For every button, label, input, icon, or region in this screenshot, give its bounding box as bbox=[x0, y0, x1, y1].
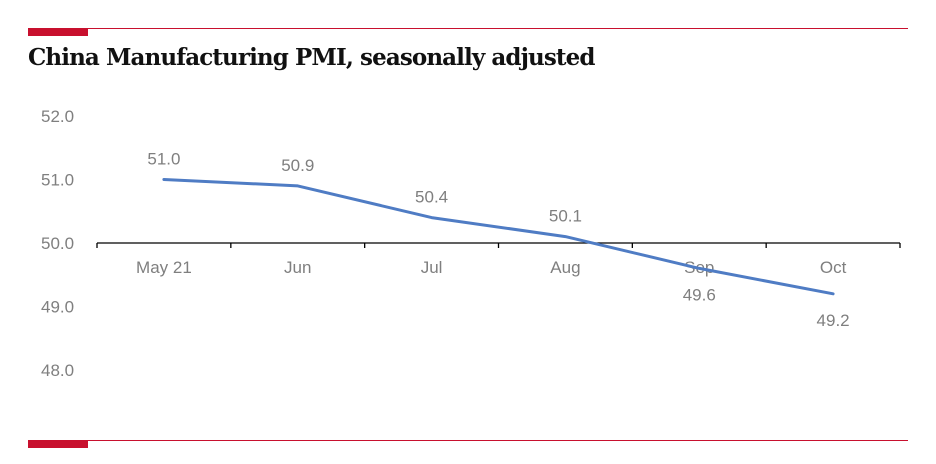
x-tick-label: Jul bbox=[421, 258, 443, 277]
series-line bbox=[162, 178, 835, 296]
data-label: 50.4 bbox=[415, 188, 448, 207]
y-tick-label: 52.0 bbox=[41, 107, 74, 126]
data-label: 49.2 bbox=[817, 311, 850, 330]
top-accent-bar bbox=[28, 28, 88, 36]
chart-title: China Manufacturing PMI, seasonally adju… bbox=[28, 44, 595, 71]
x-tick-label: Aug bbox=[550, 258, 580, 277]
y-tick-label: 48.0 bbox=[41, 361, 74, 380]
y-tick-label: 51.0 bbox=[41, 171, 74, 190]
y-tick-label: 49.0 bbox=[41, 298, 74, 317]
data-label: 50.9 bbox=[281, 156, 314, 175]
data-label: 51.0 bbox=[147, 150, 180, 169]
top-rule bbox=[28, 28, 908, 29]
data-label: 49.6 bbox=[683, 285, 716, 304]
x-tick-label: Jun bbox=[284, 258, 311, 277]
y-tick-label: 50.0 bbox=[41, 234, 74, 253]
x-tick-label: Oct bbox=[820, 258, 847, 277]
bottom-accent-bar bbox=[28, 440, 88, 448]
data-label: 50.1 bbox=[549, 207, 582, 226]
x-tick-label: May 21 bbox=[136, 258, 192, 277]
bottom-rule bbox=[28, 440, 908, 441]
